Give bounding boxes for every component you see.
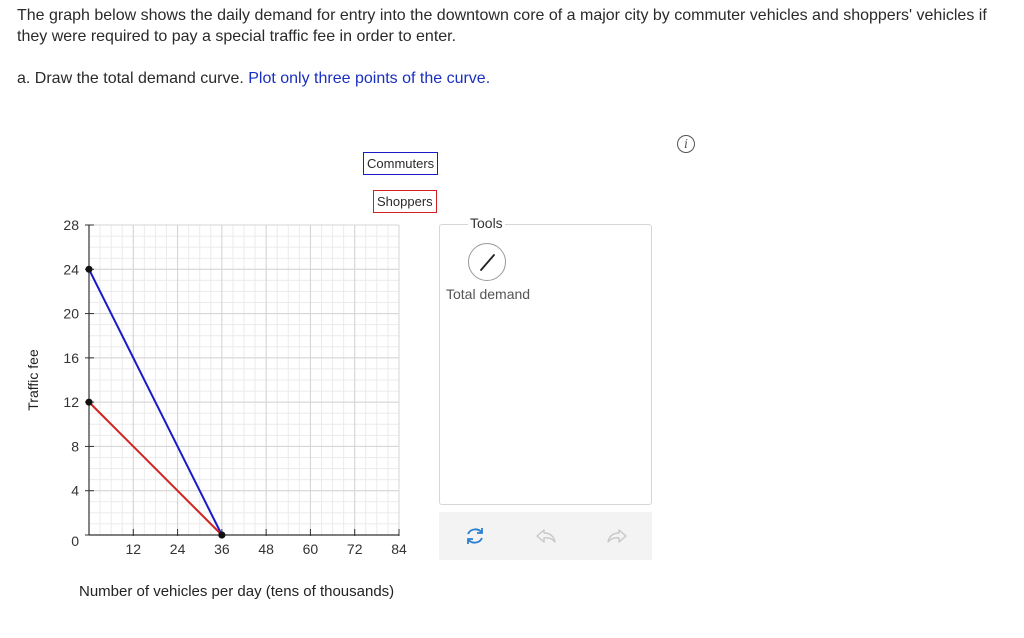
tools-panel [439,224,652,505]
y-tick-label: 16 [63,350,79,366]
series-point-shoppers [85,398,93,406]
part-label: a. Draw the total demand curve. [17,70,244,87]
series-line-shoppers [88,401,223,536]
y-tick-label: 20 [63,306,79,322]
y-tick-label: 24 [63,261,79,277]
action-bar [439,512,652,560]
x-tick-label: 48 [258,541,274,557]
x-axis-label: Number of vehicles per day (tens of thou… [79,583,395,600]
tools-title: Tools [468,215,505,231]
y-axis-label: Traffic fee [25,349,41,411]
y-tick-label: 4 [71,483,79,499]
y-tick-label: 28 [63,217,79,233]
reset-icon[interactable] [463,524,487,548]
series-point-shoppers [218,531,226,539]
instruction-text: Plot only three points of the curve. [248,70,491,87]
info-icon[interactable]: i [677,135,695,153]
line-tool-icon [480,254,495,271]
x-tick-label: 12 [125,541,141,557]
legend-shoppers: Shoppers [373,190,437,213]
series-line-commuters [88,268,223,536]
question-text: The graph below shows the daily demand f… [17,7,987,45]
x-tick-label: 72 [347,541,363,557]
x-tick-label: 24 [170,541,186,557]
undo-icon[interactable] [534,524,558,548]
x-tick-label: 60 [303,541,319,557]
series-point-commuters [85,265,93,273]
total-demand-tool-button[interactable] [468,243,506,281]
y-tick-label: 0 [71,533,79,549]
x-tick-label: 36 [214,541,230,557]
total-demand-tool-label[interactable]: Total demand [446,286,531,302]
y-tick-label: 12 [63,394,79,410]
legend-commuters: Commuters [363,152,439,175]
question-prompt: a. Draw the total demand curve. Plot onl… [17,68,490,89]
x-tick-label: 84 [391,541,407,557]
redo-icon[interactable] [605,524,629,548]
y-tick-label: 8 [71,438,79,454]
